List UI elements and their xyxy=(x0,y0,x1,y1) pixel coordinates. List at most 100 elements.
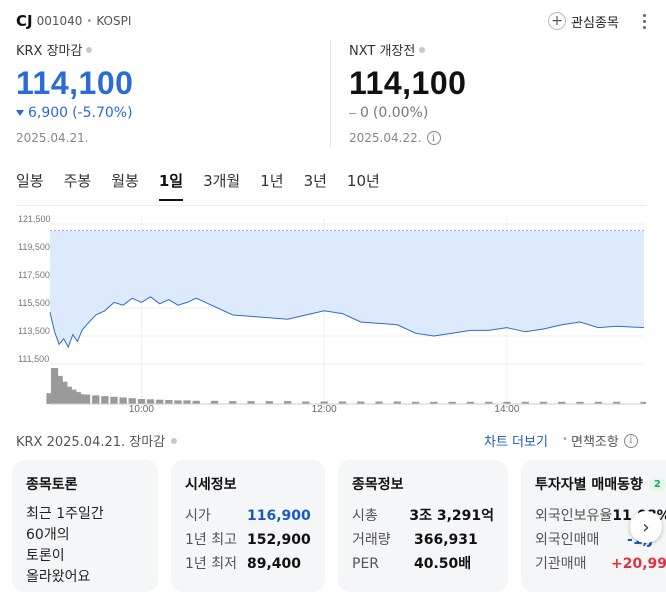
volume-bar xyxy=(110,396,118,404)
volume-bar xyxy=(594,401,602,404)
quote-row: 1년 최저 89,400 xyxy=(185,552,311,576)
y-tick-label: 119,500 xyxy=(18,242,50,252)
quote-row: 1년 최고 152,900 xyxy=(185,528,311,552)
volume-bar xyxy=(284,401,292,404)
nxt-change: 0 (0.00%) xyxy=(349,105,466,121)
volume-bar xyxy=(174,400,182,404)
volume-bar xyxy=(69,389,77,404)
card-title: 투자자별 매매동향 xyxy=(535,477,643,493)
volume-bar xyxy=(448,401,456,404)
nxt-date: 2025.04.22. xyxy=(349,131,422,145)
row-label: 외국인보유율 xyxy=(535,508,613,524)
volume-bar xyxy=(119,397,127,404)
stock-code: 001040 xyxy=(36,14,83,28)
volume-bar xyxy=(338,401,347,404)
volume-bar xyxy=(64,386,72,404)
next-card-button[interactable]: › xyxy=(630,511,662,543)
chart-source: KRX 2025.04.21. 장마감 xyxy=(16,435,166,450)
chevron-right-icon: › xyxy=(642,516,650,538)
favorite-label: 관심종목 xyxy=(571,15,619,31)
row-value: 3조 3,291억 xyxy=(409,508,494,524)
volume-bar xyxy=(183,400,191,404)
row-label: 거래량 xyxy=(352,532,391,548)
volume-bar xyxy=(393,401,401,404)
card-quote[interactable]: 시세정보 시가 116,900 1년 최고 152,900 1년 최저 89,4… xyxy=(171,460,325,592)
volume-bar xyxy=(192,400,200,404)
volume-bar xyxy=(137,399,146,404)
volume-bar xyxy=(320,401,328,404)
tab-1[interactable]: 주봉 xyxy=(63,172,92,190)
info-row: 거래량 366,931 xyxy=(352,528,494,552)
volume-bar xyxy=(375,401,383,404)
volume-bar xyxy=(229,401,237,404)
nxt-change-value: 0 xyxy=(360,105,369,121)
separator-dot: • xyxy=(86,15,93,27)
disclaimer-link[interactable]: 면책조항 i xyxy=(571,431,638,450)
tab-5[interactable]: 1년 xyxy=(260,172,284,190)
more-menu-icon[interactable] xyxy=(638,10,650,32)
discussion-line: 토론이 xyxy=(26,548,65,564)
krx-session-label: KRX 장마감 xyxy=(16,44,83,59)
tab-6[interactable]: 3년 xyxy=(303,172,327,190)
volume-bar xyxy=(247,401,255,404)
volume-bar xyxy=(430,401,438,404)
volume-bar xyxy=(466,401,474,404)
volume-bar xyxy=(165,400,173,404)
row-label: 1년 최저 xyxy=(185,556,237,572)
stock-header: CJ 001040 • KOSPI xyxy=(16,10,131,32)
tab-2[interactable]: 월봉 xyxy=(111,172,139,190)
volume-bar xyxy=(503,401,511,404)
volume-bar xyxy=(78,394,86,404)
intraday-chart[interactable]: 121,500 119,500 117,500 115,500 113,500 111,5… xyxy=(16,205,646,420)
row-value: 40.50배 xyxy=(414,556,472,572)
volume-bar xyxy=(558,401,566,404)
nxt-price: 114,100 xyxy=(349,65,467,101)
tab-3[interactable]: 1일 xyxy=(158,166,184,201)
krx-change-value: 6,900 xyxy=(28,105,69,121)
investor-row: 기관매매 +20,99 xyxy=(535,552,666,576)
favorite-button[interactable]: + 관심종목 xyxy=(548,10,619,32)
x-tick-label: 12:00 xyxy=(312,404,337,415)
volume-bar xyxy=(156,399,164,404)
row-value: +20,99 xyxy=(610,556,666,572)
y-tick-label: 117,500 xyxy=(18,270,50,280)
tab-7[interactable]: 10년 xyxy=(346,172,380,190)
volume-bar xyxy=(640,401,646,404)
volume-bar xyxy=(82,394,91,404)
card-title: 시세정보 xyxy=(185,477,237,493)
nxt-change-pct: (0.00%) xyxy=(372,105,429,121)
tab-0[interactable]: 일봉 xyxy=(16,172,44,190)
row-value: 152,900 xyxy=(247,532,311,548)
volume-bar xyxy=(46,393,54,404)
volume-bar xyxy=(73,392,82,404)
row-value: 366,931 xyxy=(414,532,478,548)
y-tick-label: 113,500 xyxy=(18,326,50,336)
discussion-line: 올라왔어요 xyxy=(26,569,91,585)
volume-bar xyxy=(485,401,493,404)
volume-bar xyxy=(357,401,365,404)
info-icon[interactable]: i xyxy=(426,131,441,145)
x-tick-label: 10:00 xyxy=(129,404,154,415)
market-name: KOSPI xyxy=(96,14,132,28)
chart-svg: 121,500 119,500 117,500 115,500 113,500 111,5… xyxy=(18,214,646,415)
row-value: 89,400 xyxy=(247,556,302,572)
separator-dot: • xyxy=(562,434,568,445)
tab-4[interactable]: 3개월 xyxy=(203,172,241,190)
volume-bar xyxy=(521,401,529,404)
row-label: 기관매매 xyxy=(535,556,587,572)
quote-row: 시가 116,900 xyxy=(185,504,311,528)
price-line xyxy=(49,296,645,349)
volume-bar xyxy=(411,401,420,404)
chart-more-link[interactable]: 차트 더보기 xyxy=(484,435,548,450)
price-area xyxy=(50,231,644,348)
volume-bar xyxy=(613,401,621,404)
krx-change-pct: (-5.70%) xyxy=(72,105,133,121)
row-label: 시총 xyxy=(352,508,378,524)
card-discussion[interactable]: 종목토론 최근 1주일간 60개의 토론이 올라왔어요 xyxy=(12,460,158,592)
volume-bar xyxy=(128,398,136,404)
row-label: 외국인매매 xyxy=(535,532,600,548)
card-stock-info[interactable]: 종목정보 시총 3조 3,291억 거래량 366,931 PER 40.50배 xyxy=(338,460,508,592)
plus-icon: + xyxy=(548,12,566,30)
volume-bar xyxy=(302,401,310,404)
y-tick-label: 121,500 xyxy=(18,214,51,224)
